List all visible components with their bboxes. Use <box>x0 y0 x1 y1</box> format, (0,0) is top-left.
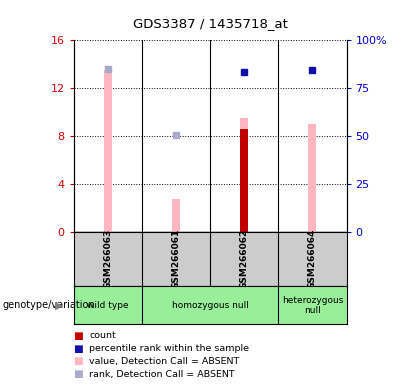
Text: count: count <box>89 331 116 341</box>
Text: rank, Detection Call = ABSENT: rank, Detection Call = ABSENT <box>89 369 235 379</box>
Bar <box>172 199 180 232</box>
Text: ■: ■ <box>74 331 83 341</box>
Text: ■: ■ <box>74 356 83 366</box>
Text: GDS3387 / 1435718_at: GDS3387 / 1435718_at <box>133 17 287 30</box>
Bar <box>308 124 317 232</box>
Text: GSM266063: GSM266063 <box>103 229 112 289</box>
Text: ■: ■ <box>74 344 83 354</box>
Bar <box>104 70 112 232</box>
Text: ▶: ▶ <box>55 300 64 310</box>
Text: genotype/variation: genotype/variation <box>2 300 95 310</box>
Text: ■: ■ <box>74 369 83 379</box>
Text: heterozygous
null: heterozygous null <box>282 296 343 315</box>
Text: percentile rank within the sample: percentile rank within the sample <box>89 344 249 353</box>
Bar <box>240 118 248 232</box>
Text: GSM266061: GSM266061 <box>171 229 180 289</box>
Text: GSM266062: GSM266062 <box>240 229 249 289</box>
Text: wild type: wild type <box>87 301 129 310</box>
Text: homozygous null: homozygous null <box>171 301 249 310</box>
Text: value, Detection Call = ABSENT: value, Detection Call = ABSENT <box>89 357 240 366</box>
Bar <box>240 129 248 232</box>
Text: GSM266064: GSM266064 <box>308 229 317 290</box>
